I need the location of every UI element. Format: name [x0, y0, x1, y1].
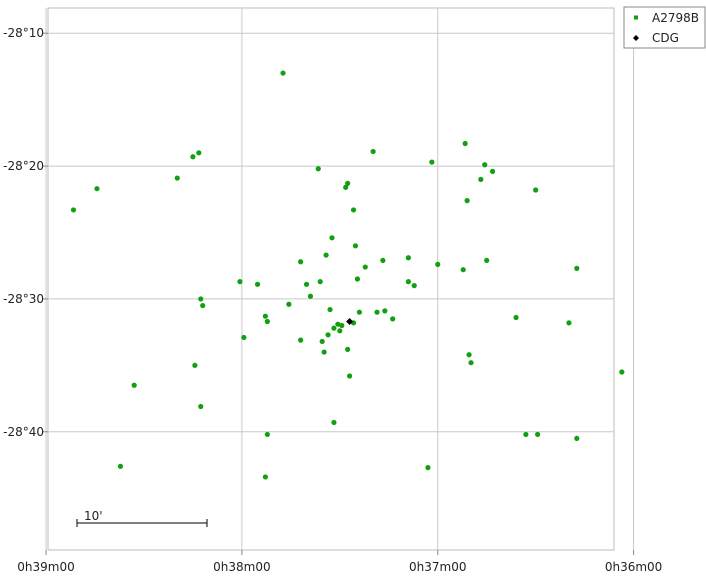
point-a2798b [70, 207, 77, 213]
point-a2798b [345, 346, 351, 353]
point-a2798b [513, 314, 519, 321]
point-a2798b [533, 187, 539, 193]
point-a2798b [200, 302, 206, 309]
point-a2798b [619, 369, 625, 375]
x-tick-label: 0h39m00 [17, 560, 74, 574]
point-a2798b [405, 279, 411, 285]
point-a2798b [354, 276, 361, 282]
point-a2798b [198, 403, 204, 410]
point-a2798b [337, 328, 343, 334]
y-tick-label: -28°40 [3, 425, 44, 439]
gridlines [45, 8, 635, 550]
point-a2798b [303, 281, 310, 287]
legend-label-a2798b: A2798B [652, 11, 699, 25]
legend-box [623, 6, 706, 49]
point-a2798b [425, 465, 431, 471]
legend-marker-cdg [633, 35, 639, 41]
point-a2798b [335, 321, 341, 327]
point-a2798b [329, 235, 335, 241]
point-a2798b [327, 306, 333, 313]
x-tick-label: 0h36m00 [605, 560, 662, 574]
point-a2798b [460, 267, 466, 273]
point-a2798b [478, 176, 484, 182]
point-a2798b [262, 474, 268, 480]
point-a2798b [435, 261, 441, 267]
point-a2798b [466, 352, 472, 358]
point-a2798b [198, 296, 204, 302]
point-a2798b [374, 309, 380, 315]
point-a2798b [482, 162, 488, 168]
point-a2798b [298, 337, 304, 343]
y-tick-label: -28°10 [3, 26, 44, 40]
x-tick-label: 0h37m00 [409, 560, 466, 574]
point-a2798b [241, 334, 247, 341]
point-a2798b [390, 316, 396, 322]
point-a2798b [315, 166, 321, 172]
point-a2798b [362, 264, 368, 270]
point-a2798b [464, 198, 470, 204]
point-a2798b [331, 419, 337, 426]
point-a2798b [343, 184, 349, 190]
point-a2798b [405, 255, 411, 261]
x-tick-label: 0h38m00 [213, 560, 270, 574]
point-a2798b [264, 431, 270, 438]
point-a2798b [321, 349, 327, 355]
point-a2798b [382, 308, 388, 314]
y-tick-label: -28°20 [3, 159, 44, 173]
point-a2798b [370, 148, 376, 155]
y-tick-label: -28°30 [3, 292, 44, 306]
point-a2798b [331, 325, 337, 331]
point-a2798b [280, 70, 286, 76]
point-a2798b [350, 207, 357, 213]
data-points [70, 70, 625, 480]
point-cdg [346, 318, 354, 326]
scale-bar: 10' [76, 509, 208, 527]
point-a2798b [356, 309, 362, 315]
point-a2798b [174, 175, 180, 181]
point-a2798b [489, 168, 496, 174]
point-a2798b [254, 281, 261, 287]
point-a2798b [468, 360, 474, 366]
point-a2798b [535, 431, 541, 438]
point-a2798b [298, 259, 304, 265]
point-a2798b [429, 159, 435, 165]
point-a2798b [319, 338, 325, 345]
point-a2798b [411, 283, 417, 289]
point-a2798b [190, 154, 196, 160]
point-a2798b [574, 265, 580, 271]
point-a2798b [317, 279, 323, 285]
point-a2798b [192, 362, 198, 368]
point-a2798b [484, 257, 490, 264]
legend-marker-a2798b [634, 15, 638, 20]
point-a2798b [131, 382, 137, 388]
point-a2798b [323, 252, 329, 258]
plot-area [47, 7, 615, 551]
point-a2798b [117, 463, 124, 469]
legend: A2798B CDG [623, 6, 706, 49]
scale-bar-label: 10' [84, 509, 103, 523]
point-a2798b [462, 140, 468, 147]
point-a2798b [523, 431, 529, 438]
point-a2798b [286, 301, 292, 307]
point-a2798b [237, 279, 243, 285]
point-a2798b [94, 186, 100, 192]
point-a2798b [574, 435, 580, 442]
point-a2798b [380, 257, 386, 264]
point-a2798b [352, 243, 359, 249]
point-a2798b [325, 332, 331, 338]
point-a2798b [566, 320, 572, 326]
point-a2798b [345, 180, 351, 186]
axis-ticks: 0h39m00 0h38m00 0h37m00 0h36m00 -28°10 -28°20… [3, 26, 662, 574]
point-a2798b [339, 322, 345, 329]
point-a2798b [264, 318, 270, 325]
point-a2798b [262, 313, 268, 319]
point-a2798b [196, 150, 202, 156]
point-a2798b [347, 373, 353, 379]
point-a2798b [307, 293, 314, 299]
legend-label-cdg: CDG [652, 31, 679, 45]
